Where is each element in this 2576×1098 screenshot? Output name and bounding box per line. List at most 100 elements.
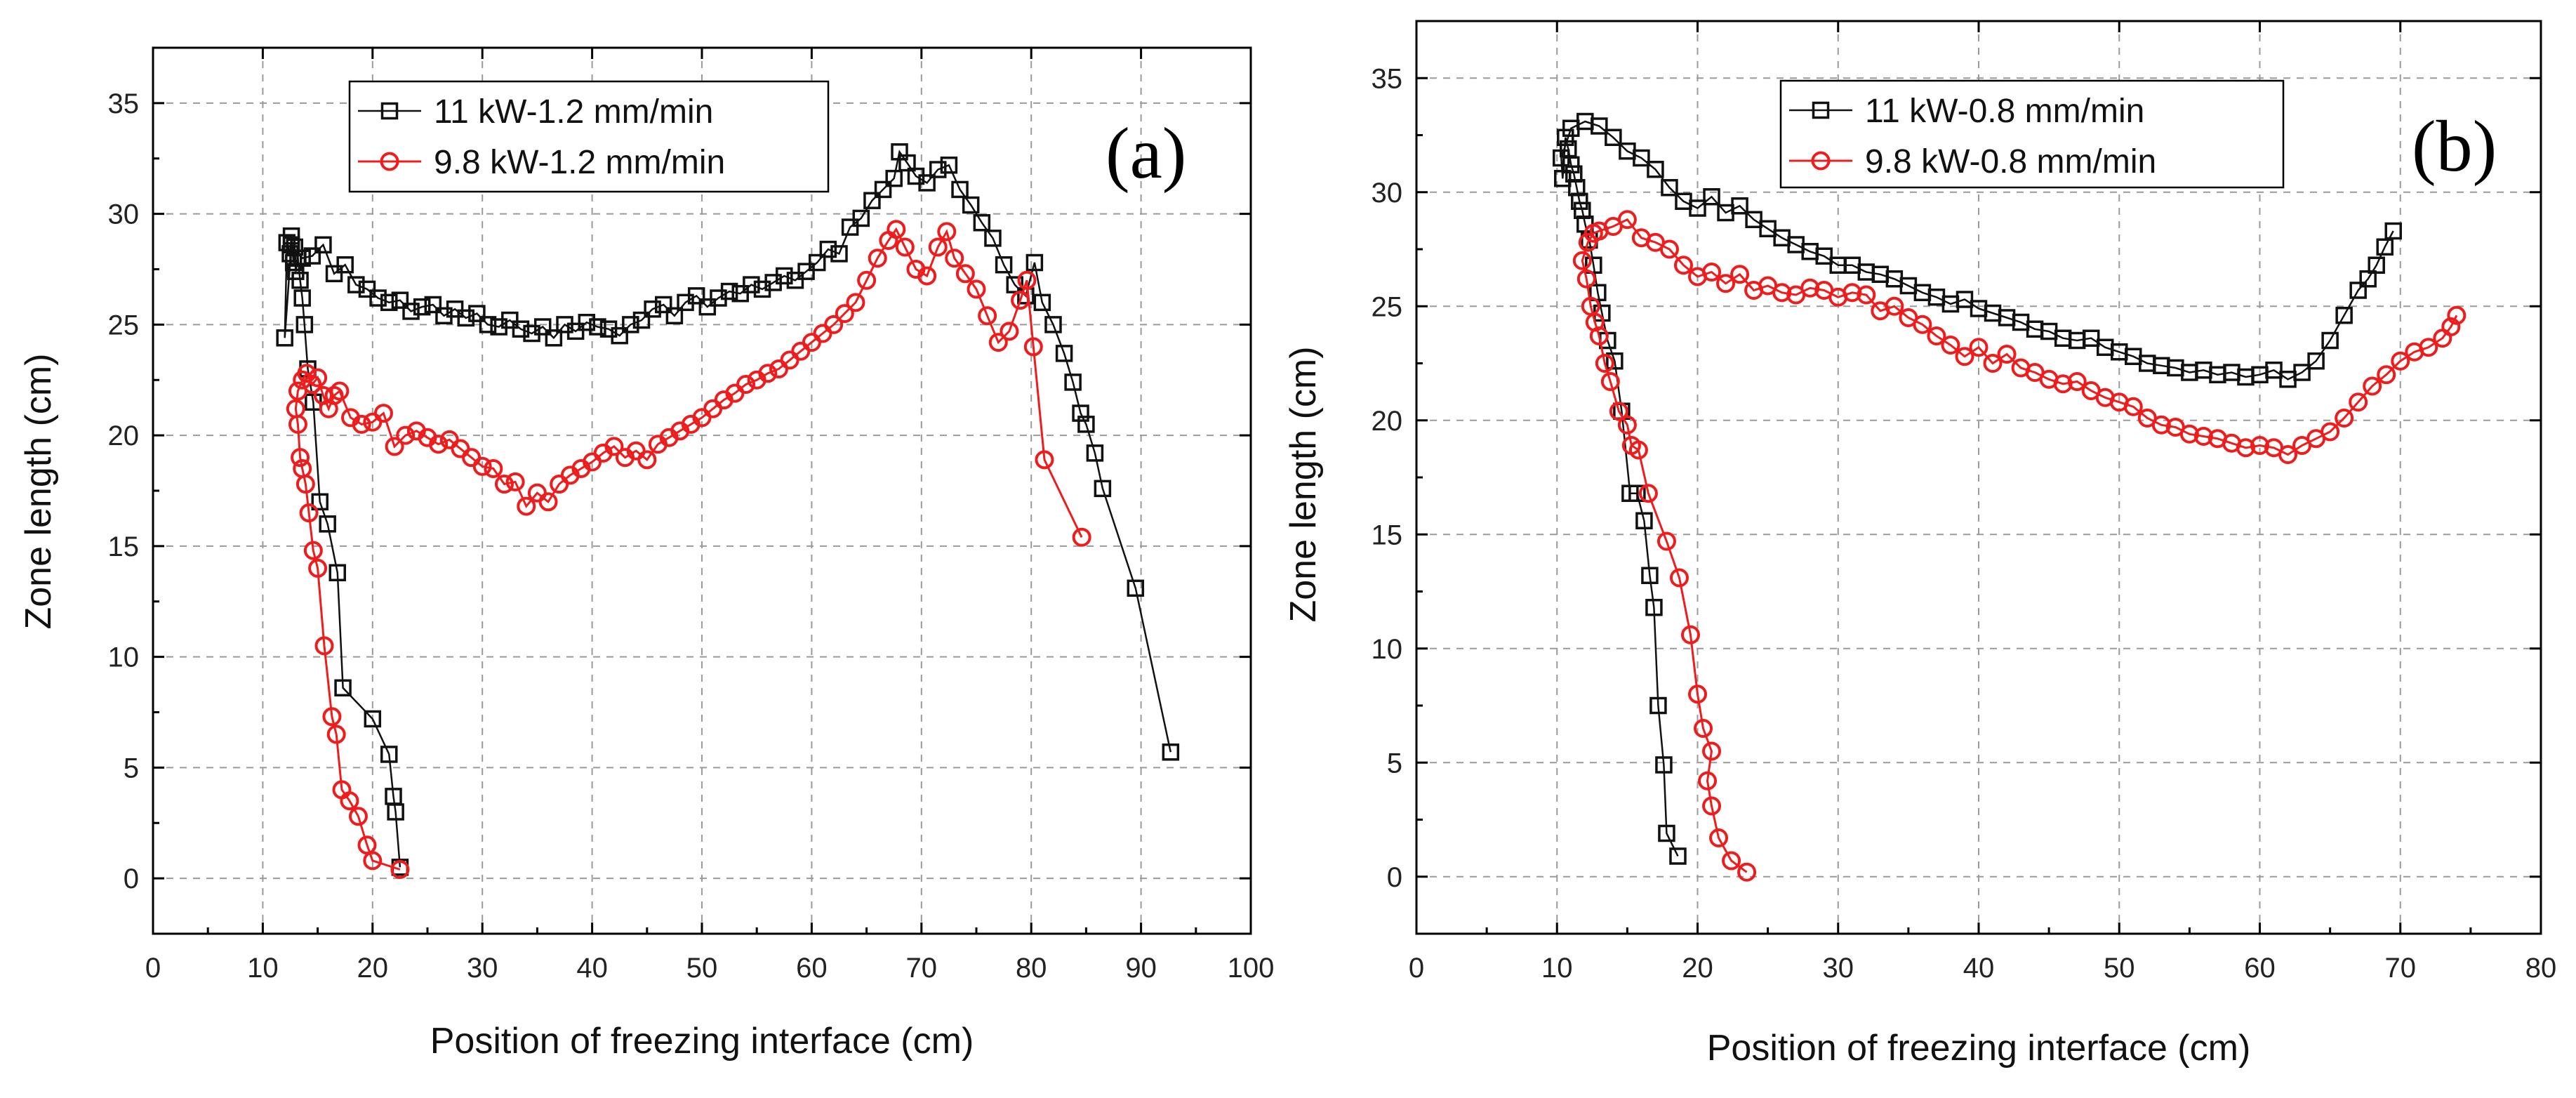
data-point-circle bbox=[637, 450, 657, 470]
data-point-square bbox=[1815, 247, 1833, 265]
legend-marker-square bbox=[380, 102, 399, 120]
data-point-circle bbox=[955, 264, 975, 284]
x-tick-label: 100 bbox=[1228, 953, 1275, 984]
x-tick-label: 10 bbox=[1541, 953, 1573, 984]
data-point-square bbox=[347, 276, 365, 293]
data-point-square bbox=[1689, 199, 1706, 217]
data-point-circle bbox=[1800, 278, 1820, 298]
data-point-circle bbox=[2363, 376, 2382, 396]
data-point-square bbox=[885, 169, 903, 187]
data-point-square bbox=[402, 303, 420, 320]
data-point-circle bbox=[2123, 397, 2143, 416]
data-point-square bbox=[314, 236, 332, 254]
y-tick-label: 10 bbox=[108, 642, 140, 673]
data-point-square bbox=[1554, 170, 1572, 187]
x-tick-label: 20 bbox=[1682, 953, 1713, 984]
y-tick-label: 5 bbox=[1387, 748, 1402, 779]
data-point-square bbox=[1033, 293, 1051, 312]
data-point-square bbox=[358, 280, 376, 298]
data-point-square bbox=[334, 679, 352, 697]
data-point-square bbox=[566, 322, 585, 340]
data-point-circle bbox=[1688, 684, 1707, 704]
data-point-square bbox=[1162, 743, 1180, 761]
data-point-square bbox=[1647, 161, 1664, 178]
data-point-circle bbox=[1680, 625, 1700, 644]
data-point-square bbox=[632, 311, 651, 329]
data-point-circle bbox=[2250, 436, 2269, 455]
data-point-square bbox=[282, 236, 300, 254]
data-point-circle bbox=[308, 558, 328, 578]
data-point-square bbox=[281, 245, 299, 263]
data-point-circle bbox=[1669, 568, 1689, 588]
data-point-square bbox=[655, 296, 672, 314]
data-point-circle bbox=[1927, 326, 1946, 345]
data-point-circle bbox=[1694, 719, 1713, 738]
data-point-square bbox=[1557, 128, 1574, 146]
data-point-circle bbox=[1955, 347, 1974, 366]
data-point-circle bbox=[352, 414, 371, 434]
data-point-square bbox=[369, 289, 387, 307]
x-tick-label: 90 bbox=[1125, 953, 1157, 984]
data-point-circle bbox=[1969, 338, 1989, 357]
data-point-square bbox=[1055, 345, 1073, 362]
data-point-square bbox=[731, 284, 749, 303]
data-point-square bbox=[984, 230, 1002, 247]
data-point-circle bbox=[1581, 296, 1600, 316]
data-point-circle bbox=[1941, 336, 1960, 355]
data-point-circle bbox=[1698, 771, 1718, 791]
y-tick-label: 35 bbox=[108, 88, 140, 119]
series-black-a bbox=[276, 143, 1180, 876]
data-point-square bbox=[325, 265, 343, 283]
chart-panel-b: 0 10 20 30 40 50 60 70 80 0 5 10 15 20 25 30 35 Position … bbox=[1283, 20, 2556, 1069]
data-point-circle bbox=[538, 492, 558, 512]
data-point-square bbox=[385, 788, 402, 805]
data-point-square bbox=[1077, 416, 1095, 433]
y-tick-label: 15 bbox=[108, 531, 140, 562]
data-point-square bbox=[1661, 179, 1678, 197]
data-point-square bbox=[293, 289, 311, 307]
legend: 11 kW-1.2 mm/min 9.8 kW-1.2 mm/min bbox=[348, 80, 830, 193]
legend-marker-circle bbox=[1811, 151, 1831, 171]
data-point-circle bbox=[293, 458, 312, 478]
data-point-square bbox=[278, 234, 296, 251]
data-point-square bbox=[1649, 696, 1667, 715]
data-point-circle bbox=[308, 368, 328, 388]
data-point-square bbox=[1006, 276, 1023, 293]
data-point-circle bbox=[1609, 402, 1628, 421]
x-tick-label: 40 bbox=[1963, 953, 1995, 984]
data-point-circle bbox=[1657, 531, 1676, 551]
data-point-square bbox=[2321, 331, 2339, 350]
data-point-square bbox=[1669, 847, 1687, 865]
data-point-circle bbox=[1885, 296, 1904, 316]
data-point-circle bbox=[2441, 317, 2461, 336]
data-point-square bbox=[1094, 479, 1112, 498]
data-point-square bbox=[424, 296, 442, 314]
data-point-square bbox=[328, 564, 347, 581]
data-point-square bbox=[698, 298, 717, 316]
data-point-circle bbox=[1017, 270, 1037, 290]
data-point-square bbox=[2265, 362, 2283, 379]
data-point-circle bbox=[835, 304, 854, 324]
data-point-circle bbox=[505, 472, 525, 491]
data-point-square bbox=[380, 293, 398, 312]
data-point-square bbox=[1606, 352, 1624, 370]
x-tick-label: 0 bbox=[145, 953, 161, 984]
data-point-circle bbox=[1673, 256, 1693, 275]
data-point-square bbox=[457, 309, 474, 327]
data-point-circle bbox=[887, 220, 906, 239]
data-point-square bbox=[276, 329, 293, 347]
data-point-circle bbox=[517, 496, 536, 516]
data-point-square bbox=[898, 154, 916, 172]
data-point-circle bbox=[945, 249, 964, 268]
data-point-circle bbox=[286, 399, 305, 418]
data-point-circle bbox=[2349, 392, 2368, 412]
chart-panel-a: 0 10 20 30 40 50 60 70 80 90 100 0 5 10 15 20 25 30 35 Posi… bbox=[18, 46, 1275, 1061]
data-point-circle bbox=[297, 364, 317, 383]
y-tick-label: 15 bbox=[1372, 520, 1403, 550]
data-point-circle bbox=[758, 364, 778, 383]
data-point-circle bbox=[2053, 374, 2073, 394]
data-point-square bbox=[533, 318, 552, 336]
data-point-square bbox=[1635, 512, 1653, 529]
data-point-circle bbox=[324, 385, 344, 405]
data-point-circle bbox=[1843, 283, 1862, 303]
